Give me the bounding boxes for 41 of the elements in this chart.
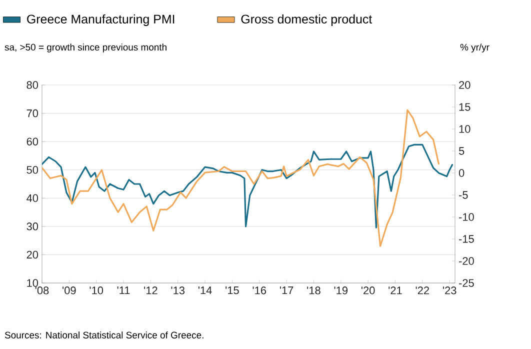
x-tick-label: '22	[416, 286, 429, 294]
x-tick-label: '12	[144, 286, 158, 294]
x-tick-label: '19	[334, 286, 348, 294]
x-tick-label: '21	[388, 286, 402, 294]
y2-tick-label: -15	[459, 235, 474, 243]
x-tick-label: '17	[280, 286, 294, 294]
x-tick-label: '23	[442, 286, 456, 294]
y-tick-label: 40	[26, 194, 38, 202]
y-tick-label: 10	[27, 279, 38, 287]
y2-tick-label: -10	[459, 213, 474, 221]
x-tick-label: '13	[171, 286, 185, 294]
legend-label: Gross domestic product	[241, 14, 372, 26]
y2-tick-label: -25	[459, 279, 474, 287]
y2-axis-title: % yr/yr	[460, 44, 490, 52]
y2-tick-label: 15	[459, 103, 470, 111]
x-tick-label: '15	[226, 286, 239, 294]
y-tick-label: 80	[26, 81, 38, 89]
y-tick-label: 60	[26, 138, 38, 146]
y-tick-label: 70	[26, 109, 38, 118]
legend-label: Greece Manufacturing PMI	[27, 14, 174, 26]
x-tick-label: '14	[198, 286, 212, 294]
y2-tick-label: 10	[459, 125, 470, 133]
y-tick-label: 20	[26, 250, 38, 259]
y2-tick-label: -5	[459, 191, 468, 199]
line-series	[42, 144, 454, 228]
x-tick-label: '16	[252, 286, 266, 294]
y2-tick-label: 5	[458, 147, 464, 155]
y2-tick-label: 20	[459, 81, 470, 89]
x-tick-label: '18	[307, 286, 320, 294]
y2-tick-label: -20	[459, 257, 474, 265]
y-tick-label: 30	[26, 222, 38, 230]
x-tick-label: '09	[62, 286, 76, 294]
y-tick-label: 50	[26, 166, 38, 174]
x-tick-label: '11	[117, 286, 130, 294]
line-series	[42, 109, 440, 247]
y2-tick-label: 0	[458, 169, 464, 177]
y-axis-title: sa, >50 = growth since previous month	[4, 44, 166, 52]
x-tick-label: '20	[361, 286, 375, 294]
x-tick-label: '08	[35, 286, 49, 294]
source-note: Sources: National Statistical Service of Greece.	[4, 332, 204, 338]
x-tick-label: '10	[90, 286, 104, 294]
